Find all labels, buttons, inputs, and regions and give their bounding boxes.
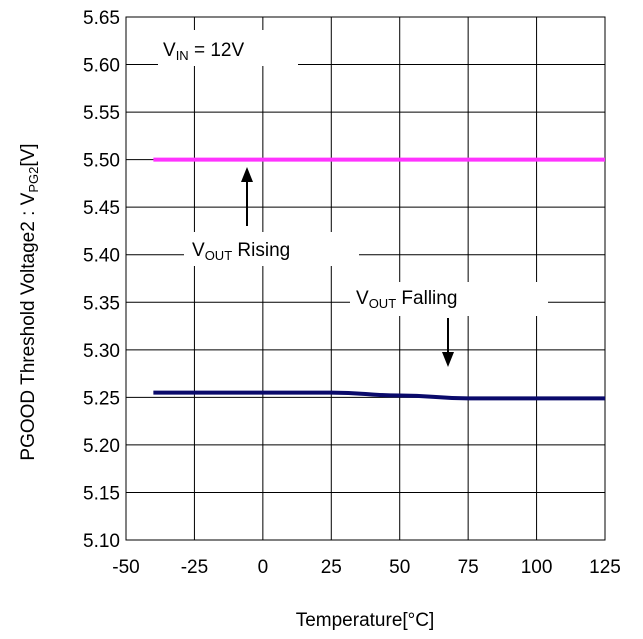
y-tick-label: 5.30 (83, 341, 120, 362)
y-axis-ticks: 5.10 5.15 5.20 5.25 5.30 5.35 5.40 5.45 5.50 5.55… (83, 8, 120, 552)
x-tick-label: 125 (589, 557, 621, 578)
series-group (153, 157, 605, 401)
x-tick-label: 0 (258, 557, 269, 578)
y-tick-label: 5.65 (83, 8, 120, 29)
series-line-vout-falling (153, 390, 605, 401)
x-tick-label: 25 (321, 557, 342, 578)
x-tick-label: -25 (181, 557, 208, 578)
x-axis-ticks: -50 -25 0 25 50 75 100 125 (112, 557, 621, 578)
y-tick-label: 5.40 (83, 246, 120, 267)
rising-annotation: VOUT Rising (192, 240, 290, 263)
x-tick-label: 50 (389, 557, 410, 578)
y-tick-label: 5.35 (83, 293, 120, 314)
y-tick-label: 5.20 (83, 436, 120, 457)
y-tick-label: 5.45 (83, 198, 120, 219)
y-tick-label: 5.15 (83, 483, 120, 504)
y-tick-label: 5.25 (83, 388, 120, 409)
x-axis-title: Temperature[°C] (296, 610, 435, 631)
falling-label-bg (350, 282, 548, 316)
rising-label-bg (184, 232, 359, 266)
y-tick-label: 5.60 (83, 56, 120, 77)
vin-label-bg (158, 30, 298, 66)
plot-area (125, 16, 606, 541)
y-tick-label: 5.55 (83, 103, 120, 124)
x-tick-label: 100 (521, 557, 553, 578)
vin-annotation: VIN = 12V (163, 40, 244, 63)
x-tick-label: 75 (458, 557, 479, 578)
falling-arrow (442, 318, 454, 367)
grid (125, 16, 606, 541)
x-tick-label: -50 (112, 557, 139, 578)
y-tick-label: 5.50 (83, 151, 120, 172)
y-axis-title: PGOOD Threshold Voltage2 : VPG2[V] (18, 143, 41, 460)
rising-arrow (241, 167, 253, 226)
falling-annotation: VOUT Falling (356, 288, 457, 311)
y-tick-label: 5.10 (83, 531, 120, 552)
